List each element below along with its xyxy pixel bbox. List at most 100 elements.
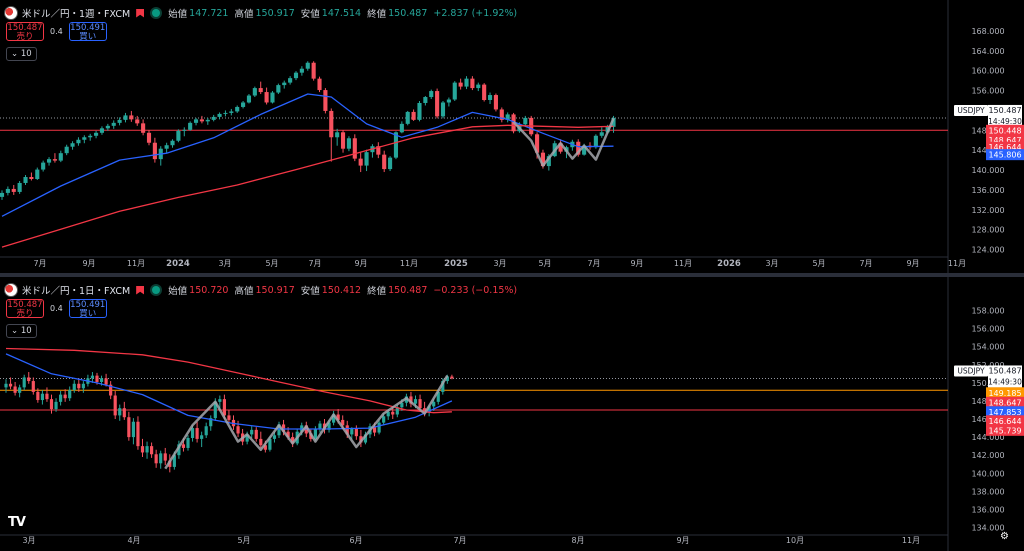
high-value: 150.917	[255, 7, 295, 19]
alert-flag-icon[interactable]	[136, 8, 145, 18]
candle-body	[409, 396, 413, 404]
candle-body	[140, 446, 145, 453]
candle-body	[46, 159, 52, 163]
candle-body	[27, 377, 31, 382]
time-tick-label: 3月	[218, 259, 231, 268]
price-tick-label: 142.000	[971, 451, 1004, 460]
candle-body	[31, 381, 35, 392]
price-tag-label: 150.448	[988, 126, 1021, 135]
candle-body	[382, 154, 387, 170]
price-tag-label: 148.647	[988, 398, 1021, 407]
candle-body	[135, 119, 140, 124]
high-label: 高値	[234, 9, 254, 20]
candle-body	[199, 119, 204, 122]
candle-body	[505, 114, 510, 120]
candle-body	[311, 62, 316, 79]
candle-body	[113, 395, 117, 416]
market-open-icon	[152, 9, 161, 17]
candle-body	[49, 399, 54, 410]
candle-body	[8, 383, 13, 387]
indicator-count: 10	[20, 49, 32, 59]
tradingview-logo-icon[interactable]: TV	[8, 515, 26, 530]
candle-body	[99, 378, 104, 382]
trade-buttons: 150.487 売り 0.4 150.491 買い	[6, 22, 107, 42]
candle-body	[327, 422, 331, 430]
pane-divider[interactable]	[0, 273, 1024, 277]
candle-body	[345, 425, 349, 435]
candle-body	[417, 102, 422, 120]
candles	[0, 61, 616, 200]
candle-body	[336, 414, 340, 420]
spread-value: 0.4	[50, 304, 63, 313]
weekly-chart-pane[interactable]: 168.000164.000160.000156.000152.000148.0…	[0, 0, 1024, 273]
price-tag-label: 145.739	[988, 426, 1021, 435]
weekly-chart-canvas[interactable]: 168.000164.000160.000156.000152.000148.0…	[0, 0, 1024, 273]
series-line	[1, 124, 614, 248]
price-tag-bg	[986, 134, 1024, 146]
candle-body	[352, 138, 357, 159]
candle-body	[388, 157, 393, 170]
buy-button[interactable]: 150.491 買い	[68, 299, 107, 319]
time-tick-label: 4月	[127, 536, 140, 545]
candle-body	[276, 85, 281, 93]
indicator-toggle[interactable]: ⌄ 10	[6, 324, 37, 338]
candle-body	[154, 454, 158, 464]
candle-body	[335, 132, 340, 138]
price-tag-label: 147.853	[988, 408, 1021, 417]
candle-body	[436, 391, 440, 402]
candle-body	[182, 129, 187, 131]
symbol-title[interactable]: 米ドル／円・1週・FXCM	[22, 9, 131, 20]
candle-body	[299, 68, 304, 73]
candle-body	[17, 182, 22, 192]
buy-label: 買い	[79, 32, 97, 42]
candle-body	[222, 399, 226, 416]
candle-body	[4, 383, 8, 388]
sell-button[interactable]: 150.487 売り	[6, 22, 44, 42]
candle-body	[317, 78, 322, 91]
time-tick-label: 10月	[786, 536, 804, 545]
candle-body	[63, 394, 67, 399]
time-tick-label: 2024	[166, 259, 190, 269]
daily-chart-canvas[interactable]: 158.000156.000154.000152.000150.000148.0…	[0, 277, 1024, 551]
low-label: 安値	[300, 9, 320, 20]
price-tag-bg	[986, 424, 1024, 436]
sell-button[interactable]: 150.487 売り	[6, 299, 44, 319]
weekly-legend: 米ドル／円・1週・FXCM 始値 147.721 高値 150.917 安値 147.…	[4, 5, 523, 21]
buy-button[interactable]: 150.491 買い	[68, 22, 107, 42]
sell-label: 売り	[16, 309, 34, 319]
price-tick-label: 132.000	[971, 206, 1004, 215]
price-tag-bg	[986, 387, 1024, 399]
daily-chart-pane[interactable]: 158.000156.000154.000152.000150.000148.0…	[0, 277, 1024, 551]
candle-body	[482, 84, 487, 101]
last-price-bg	[988, 104, 1022, 127]
gear-icon[interactable]: ⚙	[1000, 531, 1009, 542]
open-value: 147.721	[189, 7, 229, 19]
candle-body	[11, 188, 16, 192]
symbol-title[interactable]: 米ドル／円・1日・FXCM	[22, 286, 131, 297]
candle-body	[313, 428, 317, 439]
candle-body	[229, 111, 234, 113]
candle-body	[170, 140, 175, 146]
candle-body	[190, 428, 195, 438]
candle-body	[268, 438, 272, 450]
candle-body	[163, 453, 167, 461]
candle-body	[464, 78, 469, 87]
candle-body	[450, 376, 454, 379]
price-tag-label: 145.806	[988, 151, 1021, 160]
time-tick-label: 9月	[630, 259, 643, 268]
indicator-toggle[interactable]: ⌄ 10	[6, 47, 37, 61]
candle-body	[145, 446, 149, 453]
alert-flag-icon[interactable]	[136, 285, 145, 295]
candle-body	[150, 446, 154, 455]
last-price-label: 150.487	[988, 106, 1021, 115]
candle-body	[177, 444, 181, 456]
time-tick-label: 11月	[674, 259, 692, 268]
candle-body	[364, 152, 369, 166]
candle-body	[123, 115, 128, 120]
candle-body	[152, 142, 157, 160]
candle-body	[54, 401, 58, 410]
candle-body	[354, 428, 358, 437]
candle-body	[423, 408, 427, 413]
candle-body	[458, 82, 463, 87]
candle-body	[117, 119, 122, 123]
